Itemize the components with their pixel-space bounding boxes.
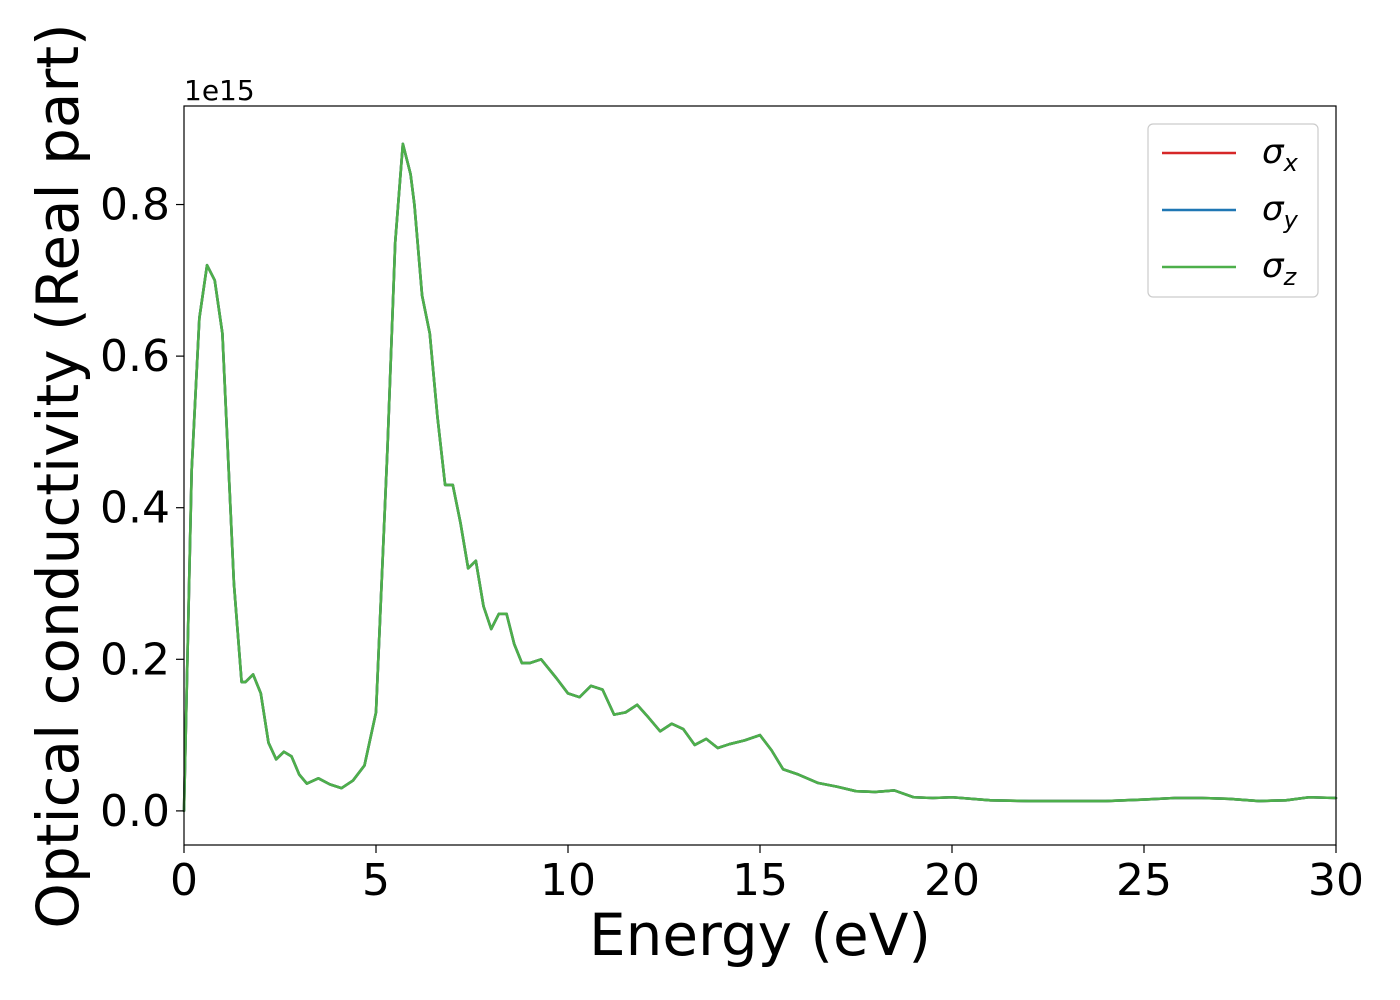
y-tick-label: 0.4 xyxy=(100,483,170,534)
y-offset-label: 1e15 xyxy=(184,74,255,107)
x-tick-label: 5 xyxy=(362,855,390,906)
y-tick-label: 0.8 xyxy=(100,180,170,231)
y-axis-label: Optical conductivity (Real part) xyxy=(24,23,92,928)
legend: σx σy σz xyxy=(1147,123,1319,298)
legend-label-z: σz xyxy=(1262,246,1298,291)
y-tick-label: 0.2 xyxy=(100,634,170,685)
x-tick-label: 30 xyxy=(1308,855,1364,906)
x-axis-ticks: 0 5 10 15 20 25 30 xyxy=(170,845,1364,906)
x-tick-label: 25 xyxy=(1116,855,1172,906)
legend-label-y: σy xyxy=(1262,189,1299,234)
y-tick-label: 0.0 xyxy=(100,786,170,837)
x-axis-label: Energy (eV) xyxy=(589,901,931,969)
x-tick-label: 0 xyxy=(170,855,198,906)
plot-area xyxy=(184,106,1336,845)
x-tick-label: 10 xyxy=(540,855,596,906)
x-tick-label: 15 xyxy=(732,855,788,906)
y-tick-label: 0.6 xyxy=(100,331,170,382)
y-axis-ticks: 0.0 0.2 0.4 0.6 0.8 xyxy=(100,180,184,837)
legend-label-x: σx xyxy=(1262,132,1299,177)
series-line-z xyxy=(182,142,1338,813)
x-tick-label: 20 xyxy=(924,855,980,906)
series-layer xyxy=(182,142,1338,813)
